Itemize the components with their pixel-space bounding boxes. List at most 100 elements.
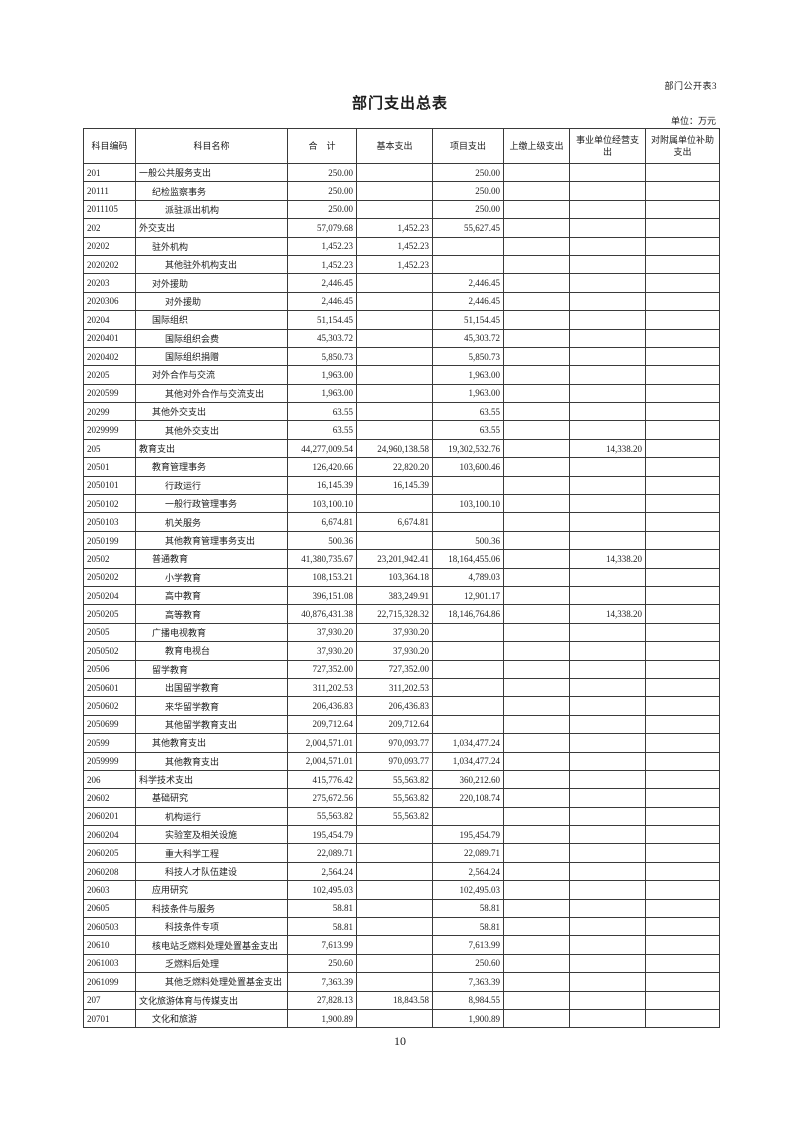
affiliate-subsidy-cell <box>645 273 720 293</box>
subject-name-cell: 实验室及相关设施 <box>135 825 288 845</box>
page-number: 10 <box>394 1034 406 1048</box>
basic-expense-cell: 55,563.82 <box>356 806 433 827</box>
affiliate-subsidy-cell <box>645 677 720 698</box>
subject-code-cell: 2060503 <box>83 917 136 937</box>
table-row: 20501 教育管理事务 126,420.66 22,820.20 103,60… <box>83 457 720 477</box>
subject-code-cell: 2020599 <box>83 383 136 404</box>
business-operation-cell: 14,338.20 <box>569 549 646 569</box>
business-operation-cell <box>569 162 646 183</box>
business-operation-cell <box>569 917 646 937</box>
project-expense-cell: 2,446.45 <box>432 291 504 312</box>
upper-level-cell <box>503 310 570 330</box>
subject-name-cell: 其他外交支出 <box>135 420 288 440</box>
project-expense-cell: 220,108.74 <box>432 788 504 808</box>
business-operation-cell <box>569 567 646 587</box>
upper-level-cell <box>503 438 570 459</box>
subject-name-cell: 高等教育 <box>135 604 288 624</box>
affiliate-subsidy-cell <box>645 549 720 569</box>
business-operation-cell <box>569 696 646 716</box>
basic-expense-cell: 18,843.58 <box>356 990 433 1010</box>
total-cell: 37,930.20 <box>287 641 357 661</box>
subject-name-cell: 纪检监察事务 <box>135 181 288 201</box>
basic-expense-cell: 22,715,328.32 <box>356 604 433 624</box>
subject-name-cell: 出国留学教育 <box>135 677 288 698</box>
total-cell: 40,876,431.38 <box>287 604 357 624</box>
table-row: 2020202 其他驻外机构支出 1,452.23 1,452.23 <box>83 254 720 275</box>
basic-expense-cell: 209,712.64 <box>356 714 433 735</box>
basic-expense-cell: 103,364.18 <box>356 567 433 587</box>
affiliate-subsidy-cell <box>645 254 720 275</box>
upper-level-cell <box>503 935 570 955</box>
subject-code-cell: 2061003 <box>83 953 136 974</box>
total-cell: 2,446.45 <box>287 273 357 293</box>
table-row: 2050102 一般行政管理事务 103,100.10 103,100.10 <box>83 494 720 514</box>
business-operation-cell <box>569 383 646 404</box>
upper-level-cell <box>503 346 570 367</box>
upper-level-cell <box>503 825 570 845</box>
basic-expense-cell <box>356 291 433 312</box>
business-operation-cell <box>569 622 646 643</box>
affiliate-subsidy-cell <box>645 696 720 716</box>
business-operation-cell <box>569 806 646 827</box>
project-expense-cell <box>432 512 504 532</box>
total-cell: 1,452.23 <box>287 236 357 256</box>
subject-name-cell: 其他留学教育支出 <box>135 714 288 735</box>
table-row: 2050502 教育电视台 37,930.20 37,930.20 <box>83 641 720 661</box>
project-expense-cell: 22,089.71 <box>432 843 504 863</box>
upper-level-cell <box>503 273 570 293</box>
table-row: 20599 其他教育支出 2,004,571.01 970,093.77 1,0… <box>83 733 720 753</box>
subject-name-cell: 驻外机构 <box>135 236 288 256</box>
total-cell: 41,380,735.67 <box>287 549 357 569</box>
upper-level-cell <box>503 365 570 385</box>
affiliate-subsidy-cell <box>645 402 720 422</box>
basic-expense-cell: 970,093.77 <box>356 733 433 753</box>
subject-code-cell: 2020401 <box>83 328 136 348</box>
subject-code-cell: 20610 <box>83 935 136 955</box>
business-operation-cell <box>569 769 646 790</box>
project-expense-cell: 58.81 <box>432 917 504 937</box>
affiliate-subsidy-cell <box>645 622 720 643</box>
table-row: 2060503 科技条件专项 58.81 58.81 <box>83 917 720 937</box>
affiliate-subsidy-cell <box>645 328 720 348</box>
project-expense-cell: 102,495.03 <box>432 880 504 900</box>
project-expense-cell <box>432 254 504 275</box>
upper-level-cell <box>503 861 570 882</box>
project-expense-cell: 55,627.45 <box>432 218 504 238</box>
subject-code-cell: 20299 <box>83 402 136 422</box>
subject-code-cell: 2050502 <box>83 641 136 661</box>
business-operation-cell <box>569 328 646 348</box>
affiliate-subsidy-cell <box>645 825 720 845</box>
project-expense-cell: 58.81 <box>432 898 504 919</box>
project-expense-cell: 360,212.60 <box>432 769 504 790</box>
project-expense-cell <box>432 236 504 256</box>
subject-code-cell: 20599 <box>83 733 136 753</box>
total-cell: 396,151.08 <box>287 585 357 606</box>
affiliate-subsidy-cell <box>645 218 720 238</box>
table-row: 2060204 实验室及相关设施 195,454.79 195,454.79 <box>83 825 720 845</box>
subject-name-cell: 教育支出 <box>135 438 288 459</box>
project-expense-cell: 8,984.55 <box>432 990 504 1010</box>
subject-name-cell: 核电站乏燃料处理处置基金支出 <box>135 935 288 955</box>
affiliate-subsidy-cell <box>645 917 720 937</box>
affiliate-subsidy-cell <box>645 861 720 882</box>
subject-code-cell: 2050602 <box>83 696 136 716</box>
upper-level-cell <box>503 512 570 532</box>
basic-expense-cell: 37,930.20 <box>356 622 433 643</box>
upper-level-cell <box>503 291 570 312</box>
col-header-affiliate-subsidy-expense: 对附属单位补助支出 <box>645 128 720 164</box>
basic-expense-cell: 55,563.82 <box>356 769 433 790</box>
total-cell: 58.81 <box>287 898 357 919</box>
basic-expense-cell: 970,093.77 <box>356 751 433 771</box>
subject-code-cell: 2061099 <box>83 972 136 992</box>
business-operation-cell <box>569 677 646 698</box>
affiliate-subsidy-cell <box>645 475 720 496</box>
affiliate-subsidy-cell <box>645 383 720 404</box>
project-expense-cell: 1,900.89 <box>432 1008 504 1029</box>
business-operation-cell <box>569 530 646 551</box>
business-operation-cell <box>569 199 646 220</box>
project-expense-cell <box>432 714 504 735</box>
table-row: 20603 应用研究 102,495.03 102,495.03 <box>83 880 720 900</box>
business-operation-cell <box>569 641 646 661</box>
upper-level-cell <box>503 1008 570 1029</box>
basic-expense-cell: 55,563.82 <box>356 788 433 808</box>
